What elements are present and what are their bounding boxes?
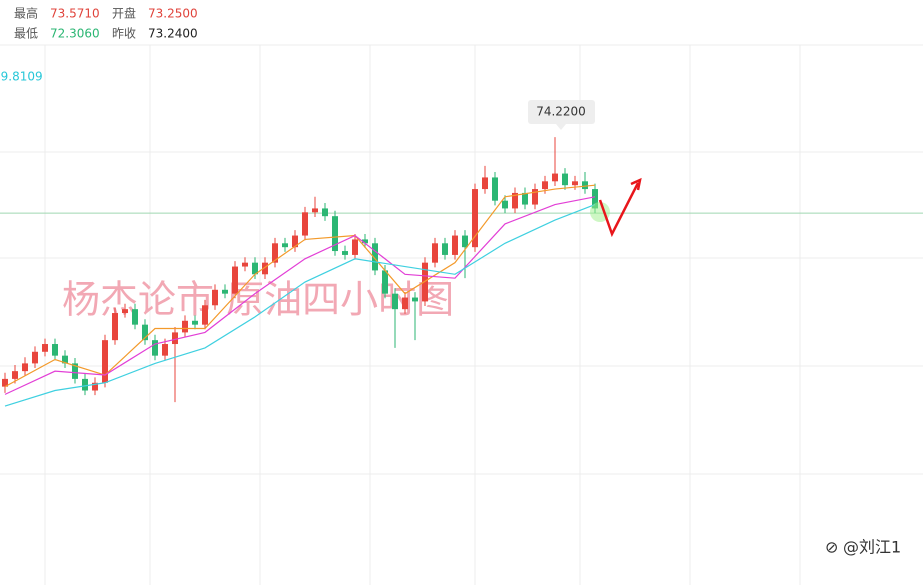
candle-body <box>102 340 108 383</box>
candle-body <box>82 378 88 391</box>
candle-body <box>492 177 498 201</box>
candle-body <box>152 340 158 356</box>
candle-body <box>172 332 178 345</box>
candle-body <box>422 262 428 302</box>
candle-body <box>42 344 48 352</box>
prev-close-label: 昨收 <box>112 27 136 41</box>
candle-body <box>122 309 128 314</box>
candle-body <box>62 355 68 364</box>
plot <box>0 137 923 407</box>
candle-body <box>452 235 458 255</box>
low-value: 72.3060 <box>50 27 100 41</box>
forecast-arrow <box>598 182 640 238</box>
candle-body <box>112 313 118 341</box>
candle-body <box>192 320 198 325</box>
candle-body <box>52 344 58 356</box>
candle-body <box>282 243 288 248</box>
arrow-head <box>630 177 642 191</box>
high-value: 73.5710 <box>50 7 100 21</box>
candle-body <box>2 378 8 387</box>
prev-close-value: 73.2400 <box>148 27 198 41</box>
ma-value: 69.8109 <box>0 70 43 84</box>
candle-body <box>562 173 568 186</box>
open-value: 73.2500 <box>148 7 198 21</box>
candle-body <box>292 235 298 248</box>
candle-body <box>502 200 508 209</box>
candle-body <box>162 344 168 356</box>
candle-body <box>582 181 588 190</box>
candle-body <box>302 212 308 236</box>
open-label: 开盘 <box>112 6 136 21</box>
candle-body <box>382 270 388 294</box>
footer-icon: ⊘ <box>825 538 838 557</box>
peak-label: 74.2200 <box>536 105 586 119</box>
candle-body <box>242 262 248 267</box>
candle-body <box>392 293 398 310</box>
grid <box>0 44 923 585</box>
candle-body <box>32 351 38 364</box>
candle-body <box>412 297 418 302</box>
candle-body <box>312 208 318 213</box>
candle-body <box>592 189 598 209</box>
candle-body <box>72 363 78 379</box>
peak-tooltip <box>528 100 595 124</box>
candle-body <box>372 243 378 271</box>
candle-body <box>132 309 138 325</box>
candle-body <box>142 324 148 341</box>
candle-body <box>512 192 518 209</box>
candle-body <box>572 181 578 186</box>
moving-average <box>4 203 596 407</box>
candle-body <box>442 243 448 255</box>
candle-body <box>432 243 438 263</box>
candle-body <box>472 189 478 248</box>
candle-body <box>262 262 268 275</box>
candle-body <box>22 363 28 372</box>
candle-body <box>402 297 408 310</box>
candle-body <box>542 181 548 190</box>
candle-body <box>522 192 528 205</box>
low-label: 最低 <box>14 27 38 41</box>
candle-body <box>212 289 218 306</box>
candle-body <box>12 371 18 379</box>
footer: @刘江1 <box>843 538 901 557</box>
candle-body <box>532 189 538 205</box>
candle-body <box>482 177 488 190</box>
candle-body <box>462 235 468 248</box>
candle-body <box>252 262 258 275</box>
high-label: 最高 <box>14 6 38 21</box>
candle-body <box>182 320 188 333</box>
candle-body <box>202 305 208 325</box>
candle-body <box>332 216 338 252</box>
candle-body <box>222 289 228 294</box>
candle-body <box>352 239 358 255</box>
candle-body <box>322 208 328 217</box>
candle-body <box>342 251 348 255</box>
candle-body <box>232 266 238 294</box>
moving-average <box>4 196 596 395</box>
candle-body <box>92 382 98 391</box>
candle-body <box>362 239 368 244</box>
candle-body <box>552 173 558 182</box>
tooltip-pointer <box>556 124 566 130</box>
candle-body <box>272 243 278 263</box>
